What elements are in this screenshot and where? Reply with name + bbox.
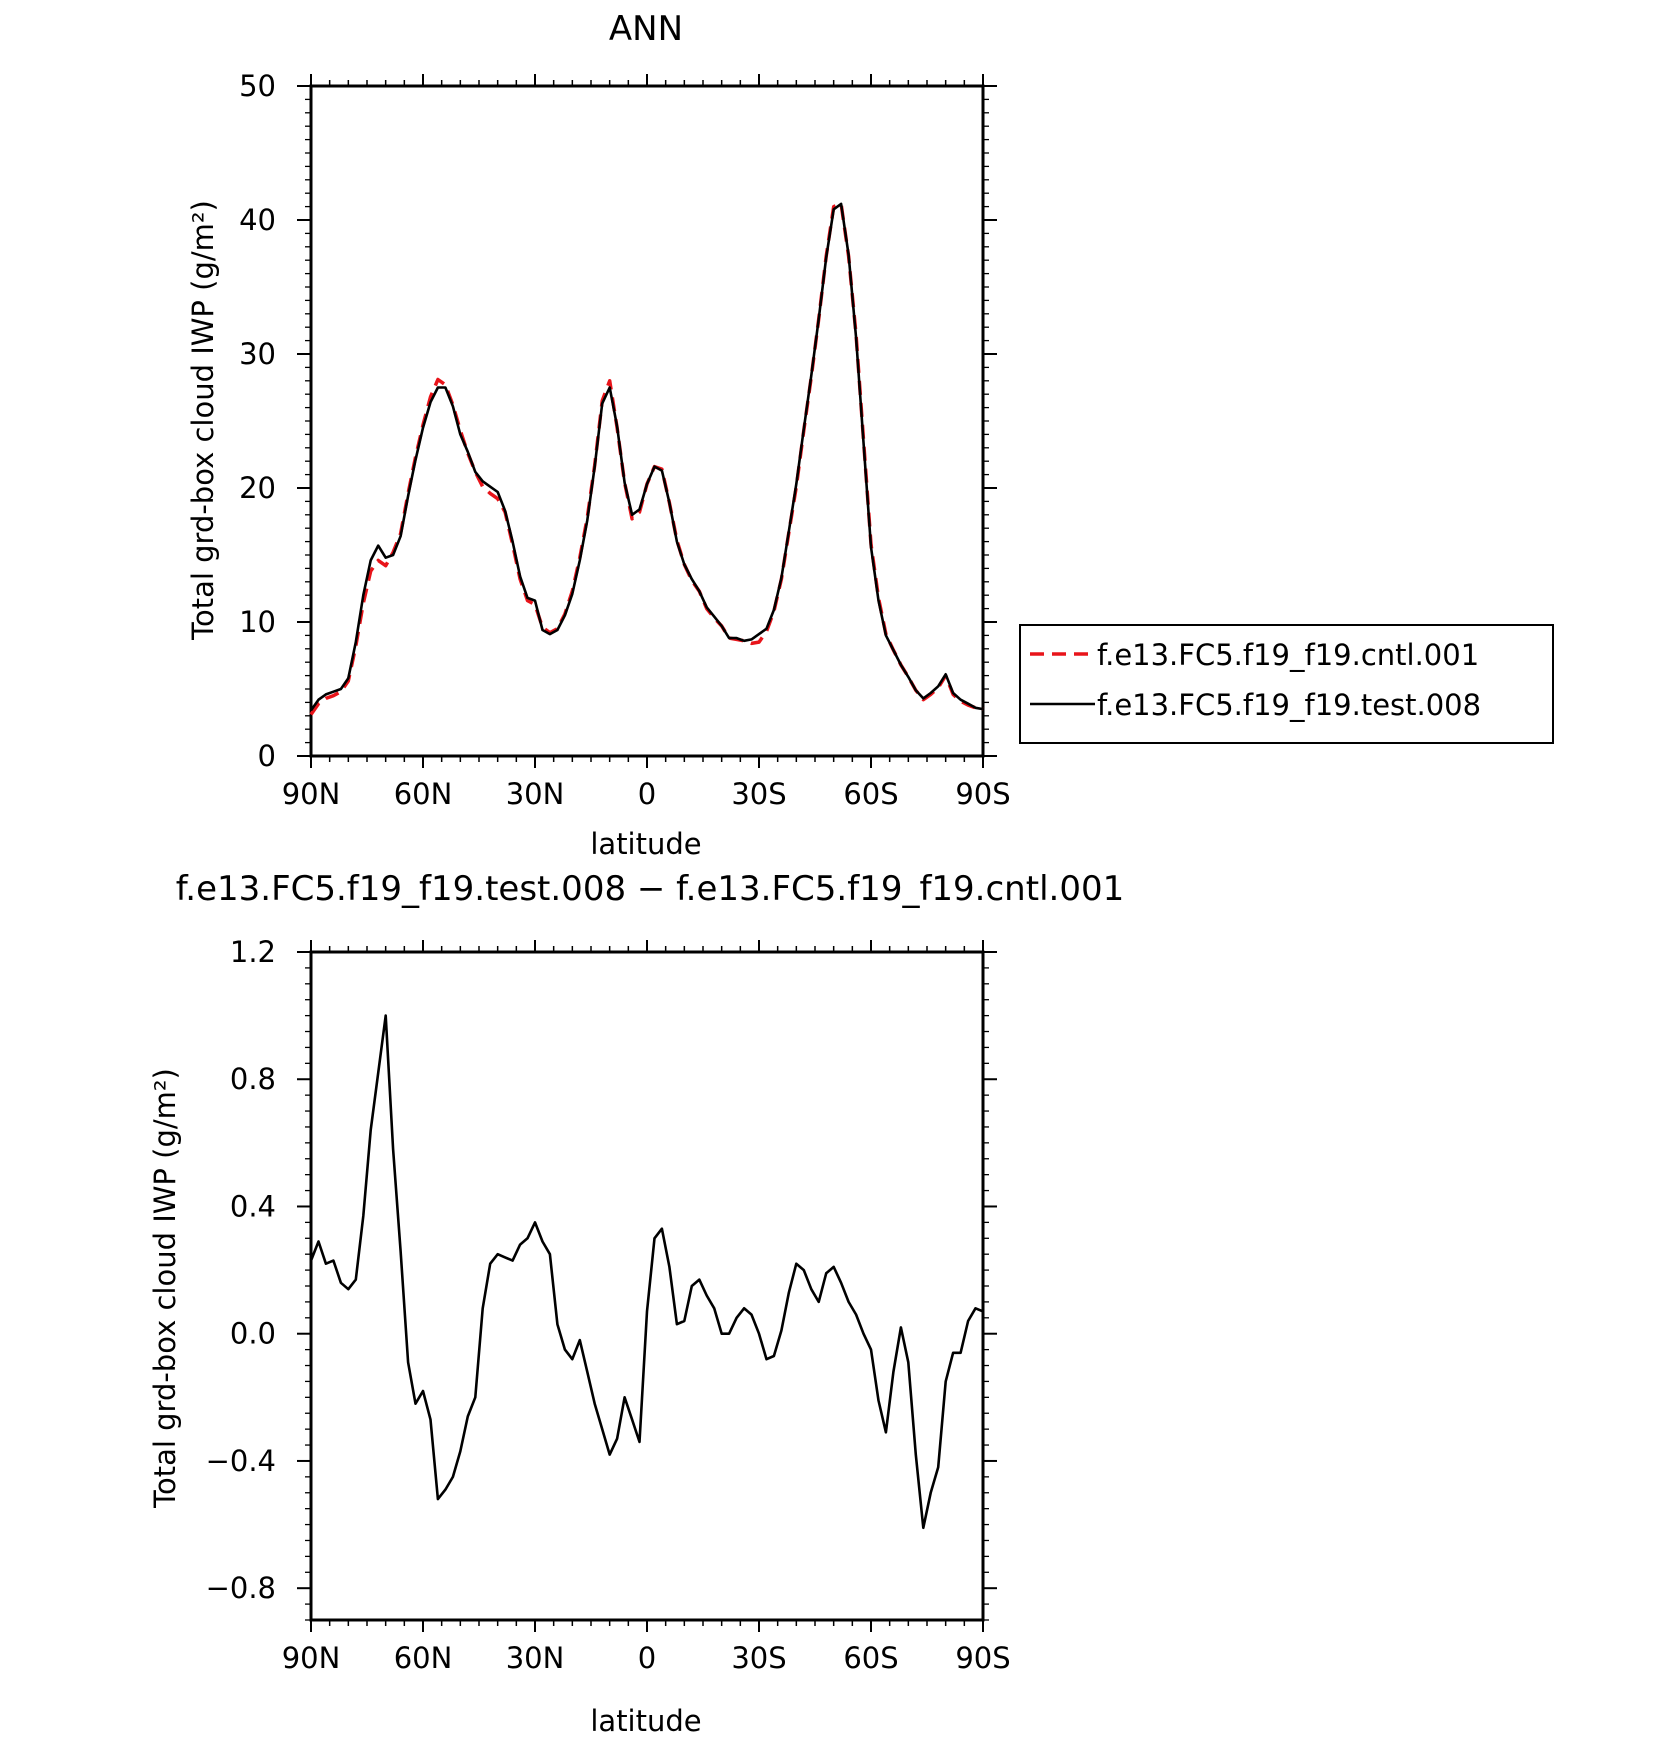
y-tick-label: −0.4 (206, 1444, 276, 1478)
bottom-chart-axes: 90N 60N 30N 0 30S 60S 90S 1.2 0.8 0.4 0.0 −0.4 −0.8 (206, 935, 1011, 1675)
top-chart-lines (309, 202, 984, 716)
bottom-chart-lines (309, 1014, 984, 1530)
y-tick-label: 0 (258, 739, 276, 773)
top-chart-xlabel: latitude (590, 827, 701, 861)
plot-frame (309, 950, 985, 1622)
x-tick-label: 90N (282, 1641, 341, 1675)
series-line (309, 1014, 984, 1530)
bottom-chart-title: f.e13.FC5.f19_f19.test.008 − f.e13.FC5.f… (176, 869, 1124, 909)
plot-frame (309, 84, 985, 758)
legend-box (1019, 624, 1554, 744)
x-tick-label: 60S (843, 1641, 898, 1675)
y-tick-label: −0.8 (206, 1571, 276, 1605)
y-tick-label: 40 (239, 203, 276, 237)
series-line (309, 202, 984, 712)
y-tick-label: 0.0 (230, 1317, 276, 1351)
x-tick-label: 90N (282, 777, 341, 811)
x-tick-label: 30S (731, 777, 786, 811)
top-chart-panel: ANN 90N 60N 30N 0 30S 60S 90S 0 10 20 30 40 50 latit… (186, 9, 1011, 861)
x-tick-label: 60N (394, 777, 453, 811)
bottom-chart-ylabel: Total grd-box cloud IWP (g/m²) (148, 1068, 182, 1509)
x-tick-label: 90S (955, 777, 1010, 811)
bottom-chart-panel: f.e13.FC5.f19_f19.test.008 − f.e13.FC5.f… (148, 869, 1124, 1738)
x-tick-label: 30N (506, 777, 565, 811)
bottom-chart-xlabel: latitude (590, 1704, 701, 1738)
y-tick-label: 20 (239, 471, 276, 505)
x-tick-label: 30S (731, 1641, 786, 1675)
top-chart-ylabel: Total grd-box cloud IWP (g/m²) (186, 200, 220, 641)
series-line (309, 202, 984, 716)
y-tick-label: 10 (239, 605, 276, 639)
top-chart-title: ANN (609, 9, 683, 49)
y-tick-label: 30 (239, 337, 276, 371)
y-tick-label: 0.8 (230, 1062, 276, 1096)
legend-label: f.e13.FC5.f19_f19.test.008 (1097, 688, 1481, 722)
top-chart-axes: 90N 60N 30N 0 30S 60S 90S 0 10 20 30 40 50 (239, 69, 1011, 811)
chart-legend: f.e13.FC5.f19_f19.cntl.001 f.e13.FC5.f19_… (1019, 624, 1554, 744)
y-tick-label: 50 (239, 69, 276, 103)
y-tick-label: 1.2 (230, 935, 276, 969)
y-tick-label: 0.4 (230, 1189, 276, 1223)
legend-label: f.e13.FC5.f19_f19.cntl.001 (1097, 638, 1479, 672)
x-tick-label: 90S (955, 1641, 1010, 1675)
x-tick-label: 30N (506, 1641, 565, 1675)
x-tick-label: 60N (394, 1641, 453, 1675)
x-tick-label: 0 (638, 777, 656, 811)
x-tick-label: 0 (638, 1641, 656, 1675)
x-tick-label: 60S (843, 777, 898, 811)
